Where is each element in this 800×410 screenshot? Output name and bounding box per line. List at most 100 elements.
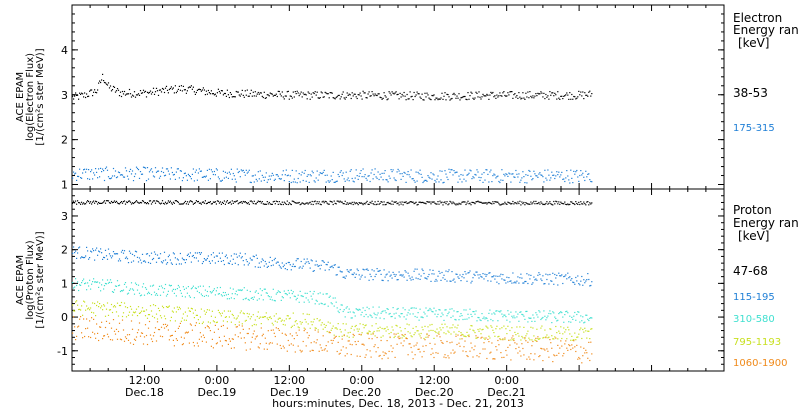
data-point xyxy=(263,91,265,93)
data-point xyxy=(314,91,316,93)
data-point xyxy=(551,280,553,282)
data-point xyxy=(266,292,268,294)
data-point xyxy=(282,323,284,326)
data-point xyxy=(540,201,542,203)
data-point xyxy=(81,282,83,284)
data-point xyxy=(130,320,133,322)
data-point xyxy=(301,171,303,173)
data-point xyxy=(578,201,580,203)
data-point xyxy=(500,204,502,206)
data-point xyxy=(380,339,382,342)
data-point xyxy=(451,271,453,273)
data-point xyxy=(162,88,165,90)
data-point xyxy=(369,95,371,97)
data-point xyxy=(112,319,115,321)
data-point xyxy=(293,96,295,98)
data-point xyxy=(456,171,458,173)
data-point xyxy=(481,96,483,98)
data-point xyxy=(509,173,511,175)
data-point xyxy=(100,248,102,250)
data-point xyxy=(529,317,531,319)
data-point xyxy=(197,172,199,174)
data-point xyxy=(379,173,381,175)
data-point xyxy=(561,171,563,173)
data-point xyxy=(510,339,512,341)
data-point xyxy=(117,330,120,333)
data-point xyxy=(189,310,191,312)
data-point xyxy=(476,169,478,171)
x-tick-date: Dec.18 xyxy=(125,386,164,399)
data-point xyxy=(363,327,365,329)
data-point xyxy=(371,325,373,327)
data-point xyxy=(536,279,538,281)
data-point xyxy=(251,297,253,299)
data-point xyxy=(87,250,89,252)
data-point xyxy=(99,282,101,284)
data-point xyxy=(582,316,584,318)
data-point xyxy=(457,276,459,278)
data-point xyxy=(539,172,541,174)
data-point xyxy=(363,176,365,178)
data-point xyxy=(158,329,161,331)
data-point xyxy=(345,171,347,173)
data-point xyxy=(242,200,244,203)
data-point xyxy=(291,200,293,202)
data-point xyxy=(312,92,314,94)
data-point xyxy=(315,327,317,329)
data-point xyxy=(577,311,579,313)
data-point xyxy=(195,322,197,324)
data-point xyxy=(556,320,558,322)
data-point xyxy=(535,200,537,202)
data-point xyxy=(226,257,228,259)
data-point xyxy=(443,181,445,183)
data-point xyxy=(277,261,279,263)
data-point xyxy=(258,317,260,319)
data-point xyxy=(548,312,550,315)
data-point xyxy=(168,284,170,286)
data-point xyxy=(198,322,200,324)
data-point xyxy=(144,287,147,289)
data-point xyxy=(223,310,225,312)
data-point xyxy=(235,200,237,202)
data-point xyxy=(195,200,197,202)
data-point xyxy=(123,176,126,178)
data-point xyxy=(267,295,269,297)
data-point xyxy=(116,302,119,304)
data-point xyxy=(264,337,266,339)
data-point xyxy=(255,324,257,326)
data-point xyxy=(426,278,428,280)
data-point xyxy=(167,306,169,308)
data-point xyxy=(280,203,282,206)
data-point xyxy=(525,310,527,313)
data-point xyxy=(73,287,75,289)
data-point xyxy=(571,278,573,280)
data-point xyxy=(81,92,83,94)
data-point xyxy=(375,176,377,178)
data-point xyxy=(530,353,532,355)
data-point xyxy=(333,305,335,307)
data-point xyxy=(284,333,286,335)
data-point xyxy=(314,200,316,202)
data-point xyxy=(264,203,266,205)
data-point xyxy=(231,313,233,315)
data-point xyxy=(209,330,211,332)
data-point xyxy=(499,204,501,206)
data-point xyxy=(93,250,95,252)
data-point xyxy=(256,257,258,259)
data-point xyxy=(417,203,419,206)
data-point xyxy=(564,201,566,203)
data-point xyxy=(437,313,439,315)
data-point xyxy=(239,312,241,314)
data-point xyxy=(373,95,375,97)
data-point xyxy=(568,277,570,279)
data-point xyxy=(518,320,520,322)
data-point xyxy=(368,91,370,93)
data-point xyxy=(190,324,192,326)
data-point xyxy=(72,282,74,284)
data-point xyxy=(573,339,575,341)
data-point xyxy=(365,177,367,179)
data-point xyxy=(88,285,90,287)
data-point xyxy=(100,167,102,169)
data-point xyxy=(163,288,166,290)
data-point xyxy=(357,269,359,272)
